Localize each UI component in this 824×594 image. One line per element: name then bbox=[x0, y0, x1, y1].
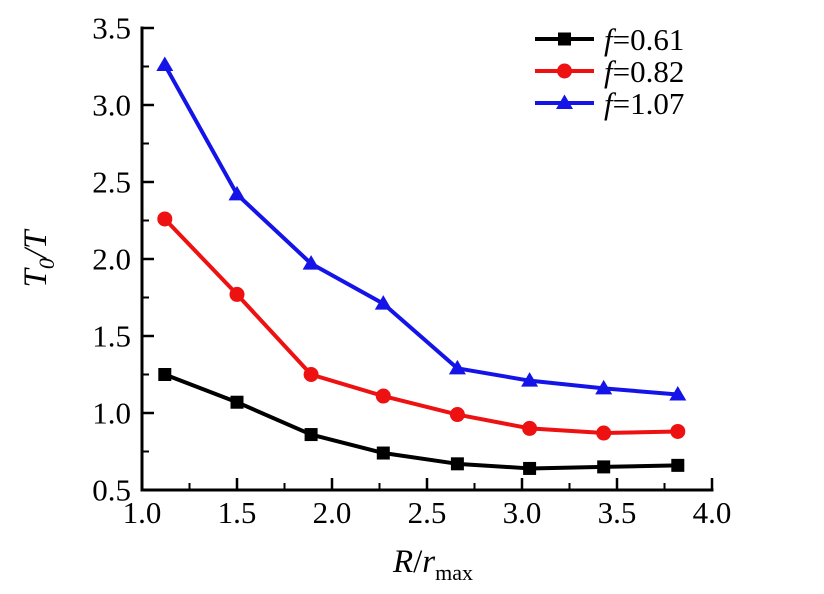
x-tick-label: 3.5 bbox=[598, 495, 637, 530]
legend-f=0.82-circle-marker-icon bbox=[557, 63, 572, 79]
x-axis-label: R/rmax bbox=[392, 544, 473, 585]
data-point-f=0.61-square-marker-icon bbox=[671, 458, 685, 472]
data-point-f=0.82-circle-marker-icon bbox=[670, 423, 686, 439]
data-point-f=1.07-triangle-marker-icon bbox=[521, 372, 539, 387]
x-tick-label: 2.5 bbox=[408, 495, 447, 530]
data-point-f=0.82-circle-marker-icon bbox=[375, 388, 391, 404]
data-point-f=1.07-triangle-marker-icon bbox=[374, 295, 392, 310]
legend-f=1.07-triangle-marker-icon bbox=[556, 94, 573, 109]
data-point-f=0.61-square-marker-icon bbox=[376, 446, 390, 460]
data-point-f=0.61-square-marker-icon bbox=[158, 368, 172, 381]
data-point-f=1.07-triangle-marker-icon bbox=[228, 185, 246, 201]
legend-label-f=0.82: f=0.82 bbox=[604, 54, 684, 89]
data-point-f=0.61-square-marker-icon bbox=[523, 461, 537, 475]
data-point-f=1.07-triangle-marker-icon bbox=[448, 359, 466, 375]
data-point-f=0.82-circle-marker-icon bbox=[596, 425, 612, 441]
y-tick-label: 3.5 bbox=[92, 11, 131, 46]
y-tick-label: 1.0 bbox=[92, 396, 131, 431]
y-tick-label: 2.5 bbox=[92, 165, 131, 200]
legend-label-f=1.07: f=1.07 bbox=[604, 86, 684, 121]
data-point-f=1.07-triangle-marker-icon bbox=[669, 386, 687, 401]
data-point-f=0.82-circle-marker-icon bbox=[229, 286, 245, 302]
x-tick-label: 1.0 bbox=[123, 495, 162, 530]
data-point-f=0.82-circle-marker-icon bbox=[157, 211, 173, 227]
data-point-f=1.07-triangle-marker-icon bbox=[302, 255, 320, 270]
series-line-f=0.61 bbox=[164, 372, 678, 471]
y-axis-label: T0/T bbox=[18, 228, 59, 288]
data-point-f=0.82-circle-marker-icon bbox=[522, 420, 538, 436]
x-tick-label: 4.0 bbox=[693, 495, 732, 530]
data-point-f=0.82-circle-marker-icon bbox=[303, 367, 319, 382]
series-line-f=0.82 bbox=[163, 217, 678, 436]
series-line-f=1.07 bbox=[163, 63, 678, 397]
data-point-f=0.61-square-marker-icon bbox=[230, 395, 244, 409]
data-point-f=0.61-square-marker-icon bbox=[450, 457, 464, 471]
legend-label-f=0.61: f=0.61 bbox=[604, 22, 684, 57]
y-tick-label: 0.5 bbox=[92, 473, 131, 508]
y-tick-label: 3.0 bbox=[92, 88, 131, 123]
x-tick-label: 2.0 bbox=[313, 495, 352, 530]
data-point-f=0.61-square-marker-icon bbox=[597, 460, 611, 474]
data-point-f=1.07-triangle-marker-icon bbox=[156, 56, 174, 71]
y-tick-label: 1.5 bbox=[92, 319, 131, 354]
data-point-f=0.82-circle-marker-icon bbox=[449, 407, 465, 423]
data-point-f=0.61-square-marker-icon bbox=[304, 428, 318, 442]
data-point-f=1.07-triangle-marker-icon bbox=[595, 379, 613, 395]
y-tick-label: 2.0 bbox=[92, 242, 131, 277]
x-tick-label: 1.5 bbox=[218, 495, 257, 530]
legend-f=0.61-square-marker-icon bbox=[558, 32, 571, 46]
x-tick-label: 3.0 bbox=[503, 495, 542, 530]
